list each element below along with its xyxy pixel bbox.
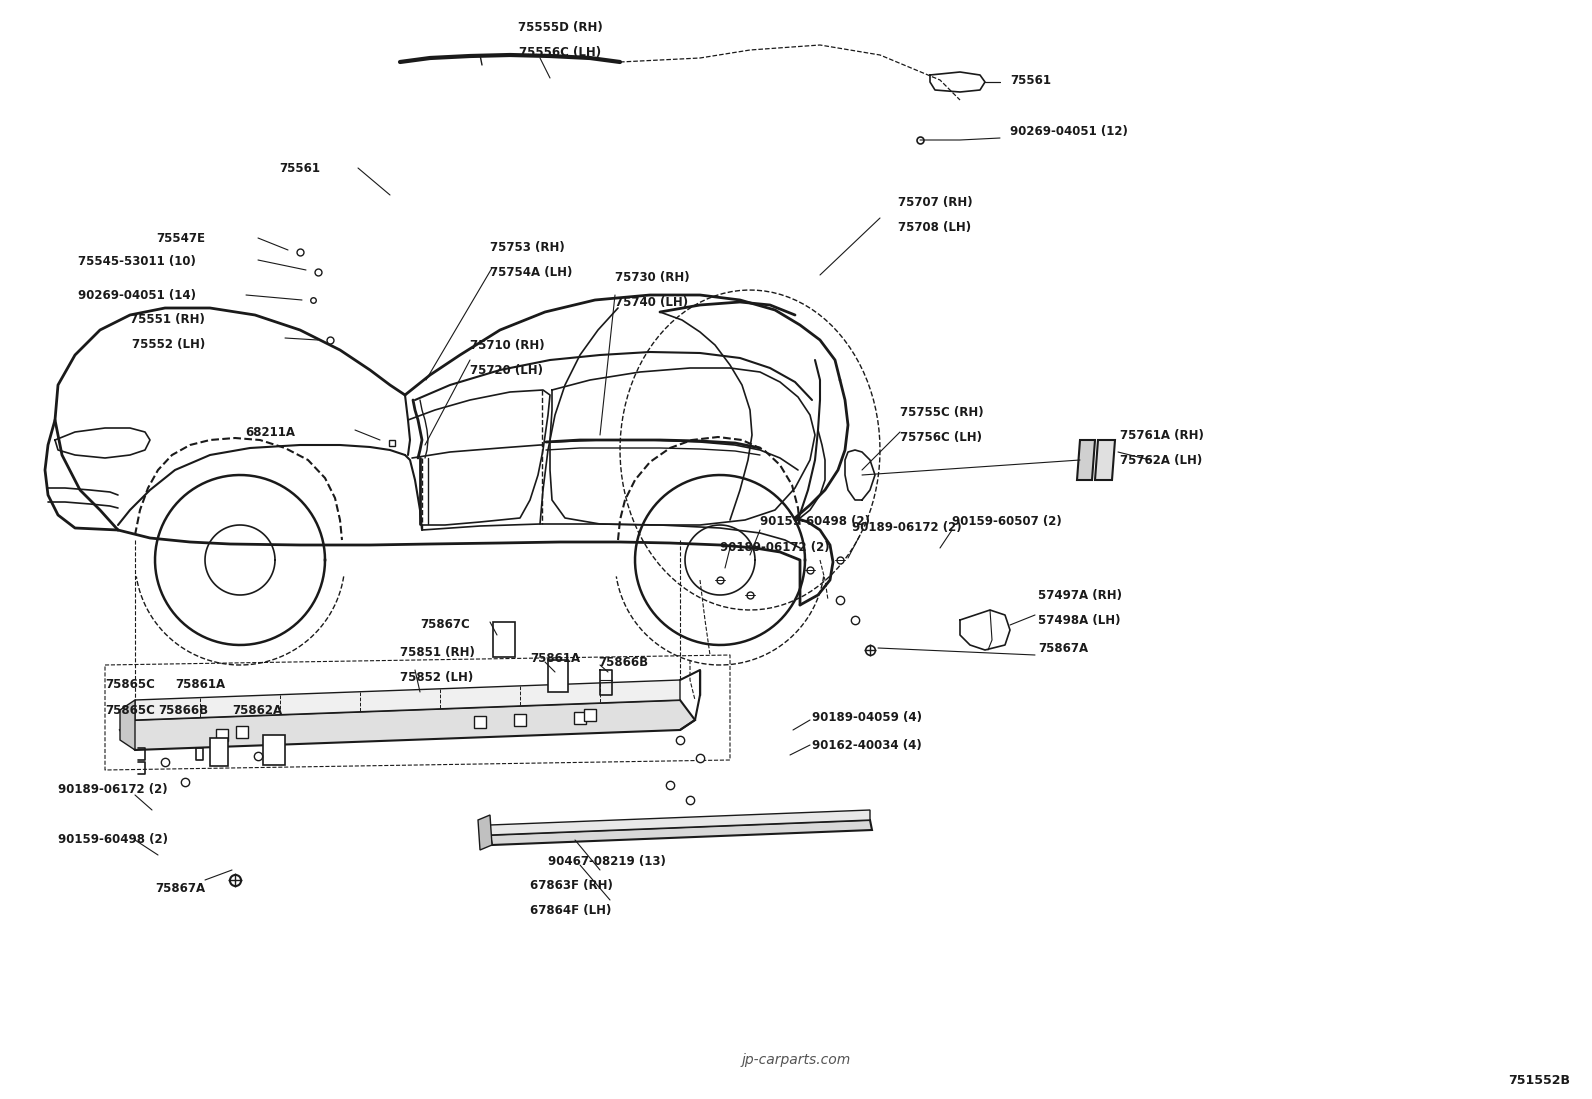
Text: 75547E: 75547E <box>156 232 205 244</box>
Text: 90269-04051 (14): 90269-04051 (14) <box>78 289 196 301</box>
Bar <box>494 622 514 657</box>
Text: 75710 (RH): 75710 (RH) <box>470 338 544 352</box>
Polygon shape <box>119 700 135 750</box>
Text: 57498A (LH): 57498A (LH) <box>1038 614 1121 628</box>
Text: 67863F (RH): 67863F (RH) <box>530 879 613 892</box>
Text: 75867A: 75867A <box>154 881 205 895</box>
Text: 90189-06172 (2): 90189-06172 (2) <box>852 522 962 534</box>
Text: 75851 (RH): 75851 (RH) <box>400 646 474 659</box>
Text: 75551 (RH): 75551 (RH) <box>131 313 205 326</box>
Text: 75761A (RH): 75761A (RH) <box>1121 429 1204 442</box>
Polygon shape <box>490 820 872 845</box>
Text: 68211A: 68211A <box>245 425 295 439</box>
Bar <box>210 739 228 766</box>
Text: 75740 (LH): 75740 (LH) <box>615 296 688 309</box>
Text: 75866B: 75866B <box>158 703 209 717</box>
Text: 751552B: 751552B <box>1508 1074 1570 1087</box>
Text: 75865C: 75865C <box>105 703 154 717</box>
Text: 75720 (LH): 75720 (LH) <box>470 364 543 377</box>
Text: 75852 (LH): 75852 (LH) <box>400 671 473 684</box>
Text: 75867A: 75867A <box>1038 642 1087 655</box>
Text: 75561: 75561 <box>279 162 320 175</box>
Text: 67864F (LH): 67864F (LH) <box>530 904 611 917</box>
Bar <box>514 714 525 726</box>
Text: 90159-60507 (2): 90159-60507 (2) <box>952 515 1062 529</box>
Bar <box>263 735 285 765</box>
Text: 75552 (LH): 75552 (LH) <box>132 338 205 351</box>
Bar <box>548 660 568 692</box>
Text: 75762A (LH): 75762A (LH) <box>1121 454 1202 467</box>
Text: 75708 (LH): 75708 (LH) <box>898 221 971 234</box>
Bar <box>217 729 228 741</box>
Text: 90269-04051 (12): 90269-04051 (12) <box>1009 125 1127 138</box>
Text: 75755C (RH): 75755C (RH) <box>899 406 984 419</box>
Text: 75866B: 75866B <box>599 655 648 668</box>
Polygon shape <box>1095 440 1114 480</box>
Text: 90189-04059 (4): 90189-04059 (4) <box>812 711 922 724</box>
Text: 75865C: 75865C <box>105 678 154 691</box>
Text: 75861A: 75861A <box>530 652 579 665</box>
Text: 75555D (RH): 75555D (RH) <box>517 21 602 34</box>
Polygon shape <box>490 810 869 835</box>
Text: 75754A (LH): 75754A (LH) <box>490 266 573 279</box>
Text: 75867C: 75867C <box>420 619 470 632</box>
Text: 90467-08219 (13): 90467-08219 (13) <box>548 855 665 868</box>
Bar <box>236 726 248 739</box>
Text: 75556C (LH): 75556C (LH) <box>519 46 602 59</box>
Bar <box>575 712 586 724</box>
Polygon shape <box>135 680 680 720</box>
Text: 75756C (LH): 75756C (LH) <box>899 431 982 444</box>
Text: 75707 (RH): 75707 (RH) <box>898 196 973 209</box>
Polygon shape <box>119 700 696 750</box>
Text: 75753 (RH): 75753 (RH) <box>490 241 565 254</box>
Text: 90189-06172 (2): 90189-06172 (2) <box>720 542 829 555</box>
Text: 57497A (RH): 57497A (RH) <box>1038 589 1122 602</box>
Text: 90159-60498 (2): 90159-60498 (2) <box>57 833 169 846</box>
Text: 75561: 75561 <box>1009 74 1051 87</box>
Bar <box>584 709 595 721</box>
Text: 75545-53011 (10): 75545-53011 (10) <box>78 255 196 268</box>
Text: jp-carparts.com: jp-carparts.com <box>742 1053 850 1067</box>
Text: 90189-06172 (2): 90189-06172 (2) <box>57 784 167 797</box>
Bar <box>474 717 486 728</box>
Text: 75862A: 75862A <box>232 703 282 717</box>
Text: 75861A: 75861A <box>175 678 224 691</box>
Text: 75730 (RH): 75730 (RH) <box>615 271 689 284</box>
Text: 90162-40034 (4): 90162-40034 (4) <box>812 739 922 752</box>
Polygon shape <box>1078 440 1095 480</box>
Text: 90159-60498 (2): 90159-60498 (2) <box>759 515 869 529</box>
Polygon shape <box>478 815 492 850</box>
